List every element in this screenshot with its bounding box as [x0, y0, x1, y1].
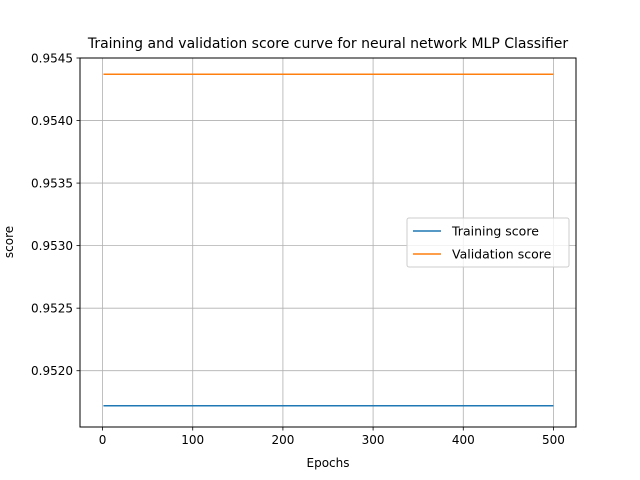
- y-tick-label: 0.9540: [31, 114, 73, 128]
- x-axis-label: Epochs: [307, 456, 350, 470]
- y-tick-label: 0.9520: [31, 364, 73, 378]
- legend-label-1: Training score: [451, 224, 539, 239]
- y-tick-label: 0.9545: [31, 52, 73, 66]
- legend: Training score Validation score: [406, 217, 570, 268]
- x-tick-label: 0: [99, 433, 107, 447]
- y-tick-label: 0.9530: [31, 239, 73, 253]
- x-tick-label: 500: [542, 433, 565, 447]
- y-tick-label: 0.9535: [31, 177, 73, 191]
- x-tick-label: 200: [271, 433, 294, 447]
- y-tick-label: 0.9525: [31, 302, 73, 316]
- legend-label-2: Validation score: [452, 247, 552, 262]
- chart-title: Training and validation score curve for …: [87, 36, 569, 52]
- x-tick-label: 300: [362, 433, 385, 447]
- y-axis-ticks: 0.9520 0.9525 0.9530 0.9535 0.9540 0.9545: [31, 52, 80, 378]
- series-lines: [103, 73, 554, 407]
- x-axis-ticks: 0 100 200 300 400 500: [99, 427, 565, 447]
- y-axis-label: score: [2, 226, 16, 258]
- x-tick-label: 100: [181, 433, 204, 447]
- legend-box: [406, 217, 570, 268]
- plot-frame: [79, 57, 577, 428]
- x-tick-label: 400: [452, 433, 475, 447]
